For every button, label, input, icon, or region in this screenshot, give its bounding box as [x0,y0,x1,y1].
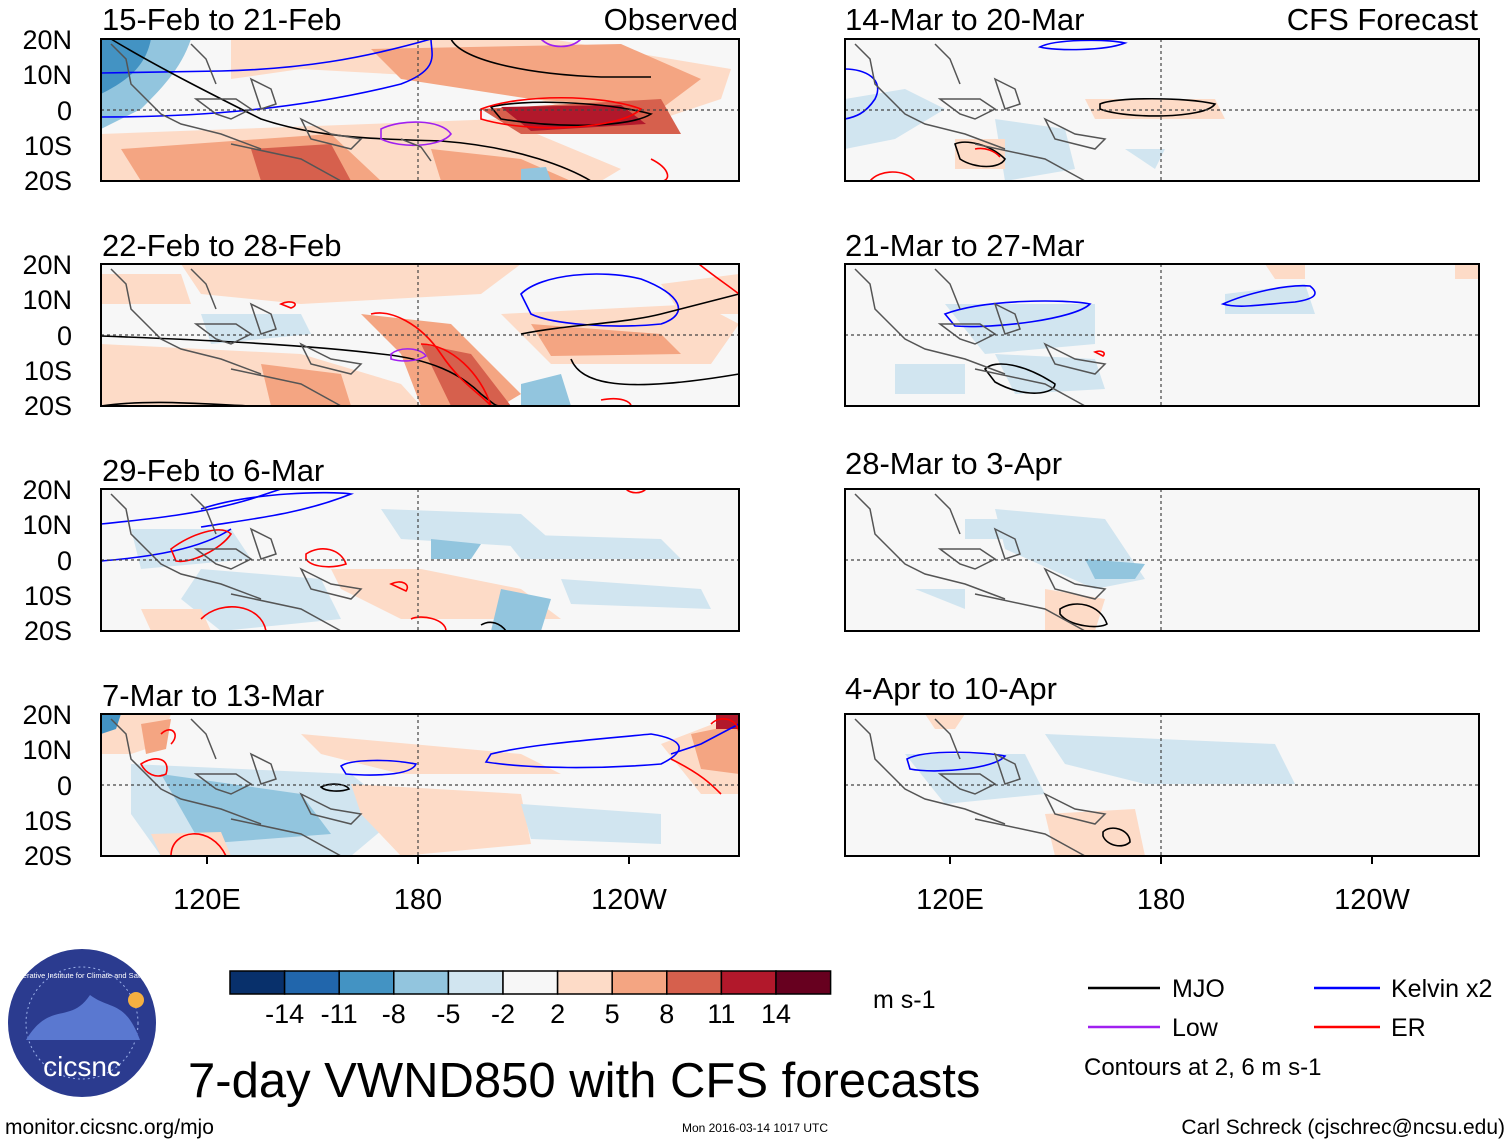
colorbar-tick-label: 5 [605,999,620,1029]
colorbar-tick-label: -5 [436,999,460,1029]
lon-ticks [206,856,1373,864]
lat-label: 20S [24,391,72,421]
colorbar-swatch [447,970,504,995]
figure-title: 7-day VWND850 with CFS forecasts [188,1054,980,1108]
legend-label-er: ER [1391,1014,1426,1042]
lon-label: 120E [916,884,984,916]
panel-title-observed-1: 15-Feb to 21-Feb [102,2,342,37]
panel-title-observed-3: 29-Feb to 6-Mar [102,453,324,488]
observed-header: Observed [604,2,738,37]
map-panel-observed-2 [100,263,740,407]
legend-label-mjo: MJO [1172,975,1225,1003]
colorbar-tick-label: 11 [707,999,735,1029]
colorbar-swatch [775,970,832,995]
lat-label: 20N [22,700,72,730]
lat-axis-1: 20N 10N 0 10S 20S [22,25,72,196]
lat-label: 20N [22,475,72,505]
lat-label: 10S [24,131,72,161]
colorbar-swatch [283,970,340,995]
colorbar-tick-label: 14 [761,999,791,1029]
lon-axis-forecast: 120E 180 120W [916,884,1410,916]
lat-axis-3: 20N 10N 0 10S 20S [22,475,72,646]
colorbar: -14 -11 -8 -5 -2 2 5 8 11 14 m s-1 [229,970,936,1029]
map-panel-observed-4 [100,713,740,857]
colorbar-unit: m s-1 [873,986,936,1014]
colorbar-swatch [611,970,668,995]
map-panel-observed-1 [100,38,740,182]
colorbar-tick-label: 8 [659,999,674,1029]
colorbar-swatch [720,970,777,995]
footer-author: Carl Schreck (cjschrec@ncsu.edu) [1181,1116,1505,1139]
panel-title-forecast-4: 4-Apr to 10-Apr [845,671,1057,706]
colorbar-swatch [338,970,395,995]
lon-label: 120W [1334,884,1410,916]
colorbar-tick-label: -14 [265,999,304,1029]
footer-url: monitor.cicsnc.org/mjo [5,1116,214,1139]
panel-title-forecast-3: 28-Mar to 3-Apr [845,446,1062,481]
lat-label: 10S [24,581,72,611]
map-panel-forecast-2 [844,263,1480,407]
logo-ring-text: Cooperative Institute for Climate and Sa… [5,971,159,980]
lat-label: 20N [22,25,72,55]
map-panel-forecast-4 [844,713,1480,857]
lat-label: 20N [22,250,72,280]
map-panel-observed-3 [100,488,740,632]
lat-label: 0 [57,321,72,351]
panel-title-forecast-1: 14-Mar to 20-Mar [845,2,1084,37]
forecast-header: CFS Forecast [1287,2,1479,37]
map-panel-forecast-3 [844,488,1480,632]
footer-timestamp: Mon 2016-03-14 1017 UTC [682,1121,828,1135]
panel-title-observed-4: 7-Mar to 13-Mar [102,678,324,713]
lat-label: 20S [24,841,72,871]
legend-label-kelvin: Kelvin x2 [1391,975,1492,1003]
colorbar-swatch [229,970,286,995]
colorbar-swatch [666,970,723,995]
lat-label: 0 [57,96,72,126]
lat-label: 10N [22,60,72,90]
map-panel-forecast-1 [844,38,1480,182]
legend-label-low: Low [1172,1014,1219,1042]
colorbar-tick-label: -11 [321,999,358,1029]
lon-label: 120W [591,884,667,916]
colorbar-tick-label: -2 [491,999,515,1029]
legend-note: Contours at 2, 6 m s-1 [1084,1054,1321,1081]
lat-label: 0 [57,771,72,801]
panel-title-forecast-2: 21-Mar to 27-Mar [845,228,1084,263]
colorbar-tick-label: 2 [550,999,565,1029]
panel-title-observed-2: 22-Feb to 28-Feb [102,228,342,263]
colorbar-tick-label: -8 [382,999,406,1029]
lat-label: 20S [24,166,72,196]
lon-label: 180 [394,884,442,916]
lat-label: 20S [24,616,72,646]
cicsnc-logo: Cooperative Institute for Climate and Sa… [5,949,159,1097]
contour-legend: MJO Kelvin x2 Low ER Contours at 2, 6 m … [1084,975,1492,1081]
lat-label: 10N [22,735,72,765]
colorbar-swatch [502,970,559,995]
logo-name: cicsnc [43,1051,121,1082]
colorbar-swatch [393,970,450,995]
colorbar-swatch [556,970,613,995]
lon-label: 120E [173,884,241,916]
lat-axis-4: 20N 10N 0 10S 20S [22,700,72,871]
lat-label: 10S [24,356,72,386]
lat-axis-2: 20N 10N 0 10S 20S [22,250,72,421]
lat-label: 10S [24,806,72,836]
lat-label: 10N [22,510,72,540]
lon-label: 180 [1137,884,1185,916]
lon-axis-observed: 120E 180 120W [173,884,667,916]
lat-label: 10N [22,285,72,315]
lat-label: 0 [57,546,72,576]
